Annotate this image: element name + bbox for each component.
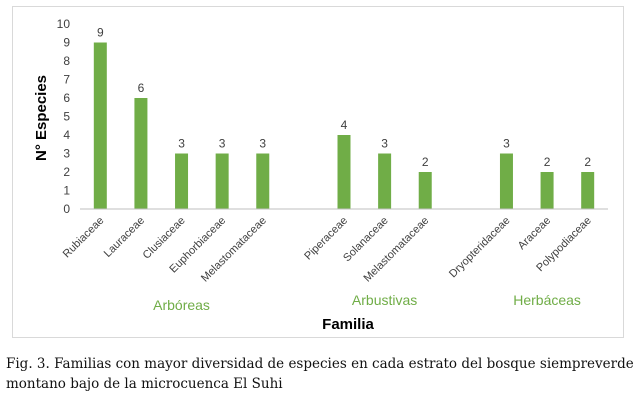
bar: [93, 42, 107, 209]
y-tick-label: 7: [63, 73, 70, 87]
bar-value-label: 3: [178, 137, 185, 151]
group-labels: Arbóreas Arbustivas Herbáceas: [153, 292, 581, 313]
y-axis: 0 1 2 3 4 5 6 7 8 9 10: [57, 17, 71, 216]
y-tick-label: 4: [63, 128, 70, 142]
bar-value-label: 6: [138, 81, 145, 95]
bar: [499, 153, 513, 209]
bar: [337, 135, 351, 209]
y-axis-title: N° Especies: [33, 75, 50, 161]
y-tick-label: 10: [57, 17, 71, 31]
bar-value-label: 4: [341, 118, 348, 132]
bar: [256, 153, 270, 209]
value-labels: 9 6 3 3 3 4 3 2 3 2 2: [97, 26, 591, 170]
bar: [581, 172, 595, 209]
bar: [418, 172, 432, 209]
y-tick-label: 6: [63, 91, 70, 105]
bar-value-label: 3: [503, 137, 510, 151]
group-label: Herbáceas: [513, 292, 581, 308]
bar-value-label: 2: [584, 155, 591, 169]
y-tick-label: 9: [63, 36, 70, 50]
y-tick-label: 3: [63, 147, 70, 161]
y-tick-label: 1: [63, 184, 70, 198]
figure-caption: Fig. 3. Familias con mayor diversidad de…: [6, 354, 634, 394]
caption-line-1: Fig. 3. Familias con mayor diversidad de…: [6, 356, 634, 372]
group-label: Arbustivas: [352, 292, 417, 308]
bar: [215, 153, 229, 209]
bar-value-label: 3: [259, 137, 266, 151]
x-axis-title: Familia: [322, 316, 374, 333]
bar-value-label: 2: [544, 155, 551, 169]
bar: [540, 172, 554, 209]
bar-value-label: 9: [97, 26, 104, 40]
bar-value-label: 3: [219, 137, 226, 151]
caption-line-2: montano bajo de la microcuenca El Suhi: [6, 376, 283, 392]
bar-value-label: 2: [422, 155, 429, 169]
bar: [175, 153, 189, 209]
bar-value-label: 3: [381, 137, 388, 151]
bar: [378, 153, 392, 209]
y-tick-label: 2: [63, 165, 70, 179]
y-tick-label: 5: [63, 110, 70, 124]
bars: [93, 42, 595, 209]
bar: [134, 98, 148, 209]
group-label: Arbóreas: [153, 297, 210, 313]
y-tick-label: 8: [63, 54, 70, 68]
chart-border: [12, 6, 624, 338]
y-tick-label: 0: [63, 202, 70, 216]
